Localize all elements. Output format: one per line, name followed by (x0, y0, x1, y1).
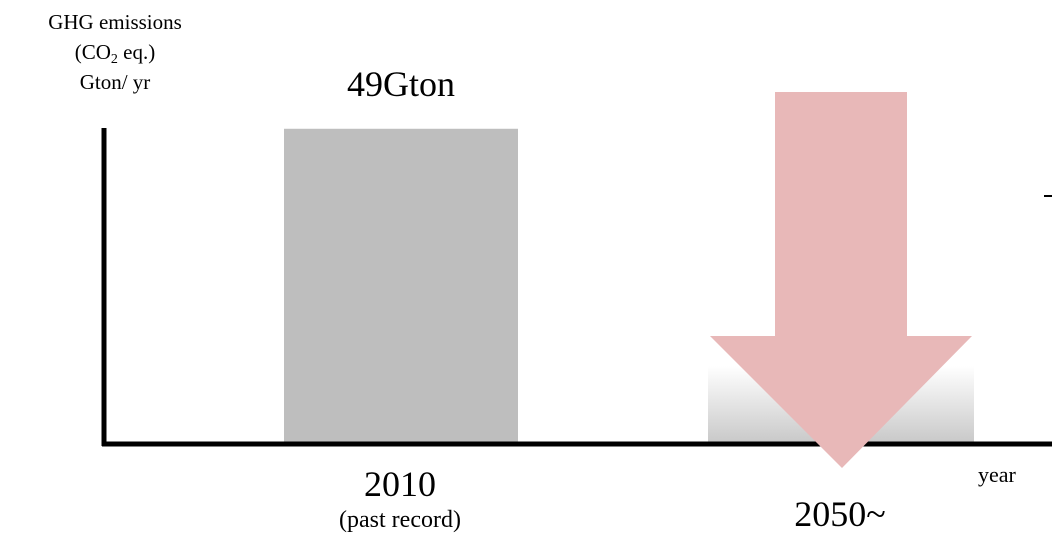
y-axis-label-line3: Gton/ yr (79, 70, 151, 94)
y-axis-label-line1: GHG emissions (48, 10, 182, 34)
x-tick-note-2010: (past record) (339, 507, 461, 533)
reduction-arrow (710, 92, 972, 468)
x-tick-label-2050: 2050~ (794, 494, 886, 534)
bar-value-label: 49Gton (347, 64, 455, 104)
bar-2010 (284, 128, 518, 444)
x-tick-label-2010: 2010 (364, 464, 436, 504)
y-axis-label-line2: (CO2 eq.) (74, 40, 156, 67)
x-axis-label: year (978, 462, 1016, 487)
